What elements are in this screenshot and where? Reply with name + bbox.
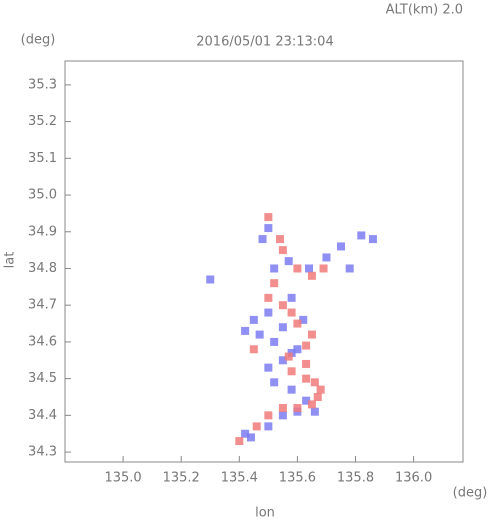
radar-echo [264,422,273,431]
chart-title: 2016/05/01 23:13:04 [196,35,333,50]
y-tick-label: 34.3 [28,445,57,460]
x-unit: (deg) [453,486,488,501]
radar-echo [206,275,215,284]
radar-echo [287,385,296,394]
radar-echo [278,301,287,310]
radar-echo [293,404,302,413]
altitude-label: ALT(km) 2.0 [386,3,463,18]
radar-echo [307,400,316,409]
radar-echo [264,363,273,372]
y-tick-label: 34.9 [28,224,57,239]
radar-echo [241,429,250,438]
x-tick-label: 135.2 [163,471,200,486]
radar-echo [287,308,296,317]
radar-echo [302,359,311,368]
radar-echo [241,326,250,335]
y-tick-label: 34.4 [28,408,57,423]
x-tick-label: 135.0 [104,471,141,486]
radar-echo [319,264,328,273]
y-tick-label: 35.1 [28,151,57,166]
x-tick-label: 135.6 [279,471,316,486]
radar-echo [299,315,308,324]
radar-echo [270,279,279,288]
radar-echo [307,271,316,280]
radar-echo [264,293,273,302]
radar-echo [310,407,319,416]
radar-echo [258,235,267,244]
x-tick-label: 136.0 [395,471,432,486]
radar-echo [302,396,311,405]
radar-echo [313,393,322,402]
radar-echo [307,330,316,339]
radar-echo [235,437,244,446]
radar-echo [316,385,325,394]
plot-frame [64,60,464,463]
radar-echo [275,235,284,244]
radar-echo [264,213,273,222]
radar-echo [305,264,314,273]
radar-echo [252,422,261,431]
radar-echo [278,411,287,420]
y-tick-label: 34.8 [28,261,57,276]
radar-echo [345,264,354,273]
radar-echo [293,345,302,354]
y-axis-label: lat [3,252,18,269]
y-tick-label: 35.0 [28,188,57,203]
radar-echo [249,345,258,354]
radar-echo [293,264,302,273]
y-tick-label: 34.7 [28,298,57,313]
radar-echo [302,374,311,383]
radar-echo [357,231,366,240]
radar-echo [322,253,331,262]
radar-echo [287,367,296,376]
radar-echo [264,411,273,420]
radar-echo [278,356,287,365]
x-axis-label: lon [255,506,275,521]
radar-echo [287,293,296,302]
radar-echo [264,224,273,233]
y-tick-label: 34.6 [28,334,57,349]
radar-echo [278,404,287,413]
radar-echo [302,341,311,350]
y-tick-label: 34.5 [28,371,57,386]
radar-echo [368,235,377,244]
radar-echo [270,378,279,387]
radar-echo [270,264,279,273]
radar-echo [246,433,255,442]
radar-echo [293,319,302,328]
radar-echo [249,315,258,324]
radar-echo [278,323,287,332]
radar-echo [278,246,287,255]
radar-echo [284,352,293,361]
x-tick-label: 135.4 [221,471,258,486]
y-unit: (deg) [21,33,56,48]
radar-echo [336,242,345,251]
y-tick-label: 35.2 [28,114,57,129]
y-tick-label: 35.3 [28,77,57,92]
radar-echo [284,257,293,266]
radar-echo [310,378,319,387]
radar-echo [264,308,273,317]
x-tick-label: 135.8 [337,471,374,486]
radar-echo [255,330,264,339]
radar-echo [270,337,279,346]
